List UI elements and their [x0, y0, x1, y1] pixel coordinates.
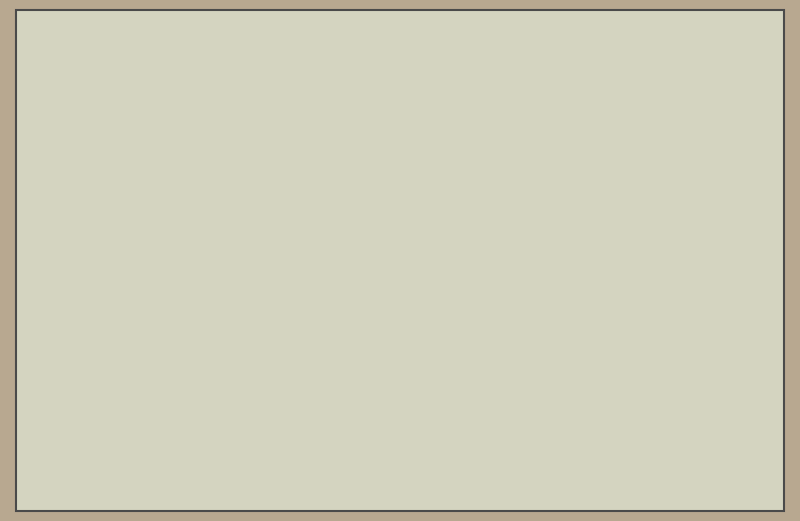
Text: Coil: Coil: [408, 284, 424, 293]
Text: White Wire: White Wire: [346, 247, 355, 304]
Text: Blue Wire connects
to tach output
from CDI Box: Blue Wire connects to tach output from C…: [350, 241, 380, 325]
Circle shape: [289, 225, 296, 231]
Circle shape: [243, 356, 251, 365]
Text: Wiring Connections for FiTech Go EFI System with External CDI Box: Wiring Connections for FiTech Go EFI Sys…: [95, 33, 705, 48]
FancyBboxPatch shape: [305, 74, 314, 81]
Text: This harness is a permanent connection to
ECU on the EFI throttle body: This harness is a permanent connection t…: [309, 471, 502, 491]
Circle shape: [243, 177, 251, 184]
Text: Coolant Temperature
Sensor: Coolant Temperature Sensor: [511, 246, 596, 266]
Text: Handheld Controller: Handheld Controller: [514, 238, 594, 247]
Circle shape: [166, 356, 174, 365]
Text: Ground: Ground: [261, 343, 289, 352]
FancyBboxPatch shape: [572, 77, 593, 104]
Text: Black Wire: Black Wire: [366, 233, 420, 242]
Circle shape: [438, 177, 466, 205]
Text: 8-Pin
Connector: 8-Pin Connector: [322, 248, 363, 267]
Circle shape: [470, 177, 498, 205]
Text: FiTech
Control: FiTech Control: [534, 211, 561, 222]
FancyBboxPatch shape: [526, 194, 581, 234]
Circle shape: [438, 216, 466, 244]
Text: Conventional Two-Wire
Distributor: Conventional Two-Wire Distributor: [540, 254, 635, 273]
Text: ●  Indicates a splice. It is
recommended that all
splices be made as a
soldered : ● Indicates a splice. It is recommended …: [170, 88, 284, 128]
Text: FiTech Go EFI
Throttle Body: FiTech Go EFI Throttle Body: [437, 148, 498, 168]
FancyBboxPatch shape: [530, 204, 565, 229]
Circle shape: [324, 225, 331, 231]
FancyBboxPatch shape: [279, 74, 289, 81]
Text: Yellow Wire (Connect to fan relay ground): Yellow Wire (Connect to fan relay ground…: [108, 164, 307, 172]
Circle shape: [560, 293, 615, 348]
FancyBboxPatch shape: [262, 276, 295, 353]
Text: Ignition
Switch: Ignition Switch: [362, 282, 393, 302]
Text: Inline Fuel Pump
shown. Connections
are the same for the
Fuel Command Center: Inline Fuel Pump shown. Connections are …: [238, 248, 332, 288]
FancyBboxPatch shape: [374, 372, 483, 462]
Text: External CDI Box such as an MSD 6Al or
similar aftermarket ignition box: External CDI Box such as an MSD 6Al or s…: [344, 444, 511, 463]
Circle shape: [266, 314, 284, 332]
Text: (+): (+): [263, 279, 276, 288]
Text: Large Red Wire: Large Red Wire: [333, 111, 342, 190]
Text: Electric Fan: Electric Fan: [181, 154, 237, 165]
Circle shape: [410, 153, 525, 268]
FancyBboxPatch shape: [267, 264, 290, 279]
Circle shape: [201, 253, 216, 268]
Text: Ground: Ground: [291, 206, 326, 215]
FancyBboxPatch shape: [323, 209, 362, 244]
FancyBboxPatch shape: [273, 79, 320, 131]
Circle shape: [166, 177, 174, 184]
FancyBboxPatch shape: [391, 215, 441, 279]
Text: Yellow/Black Wire: Yellow/Black Wire: [455, 246, 545, 255]
Text: 6: 6: [154, 253, 164, 268]
Text: Vehicle
Battery: Vehicle Battery: [282, 137, 311, 156]
Circle shape: [470, 216, 498, 244]
Text: Oxygen Sensor: Oxygen Sensor: [552, 106, 613, 115]
FancyBboxPatch shape: [363, 304, 392, 340]
FancyBboxPatch shape: [164, 169, 254, 371]
Text: (-): (-): [281, 279, 290, 288]
FancyBboxPatch shape: [526, 267, 581, 304]
Text: Large Orange Wire: Large Orange Wire: [263, 192, 272, 289]
